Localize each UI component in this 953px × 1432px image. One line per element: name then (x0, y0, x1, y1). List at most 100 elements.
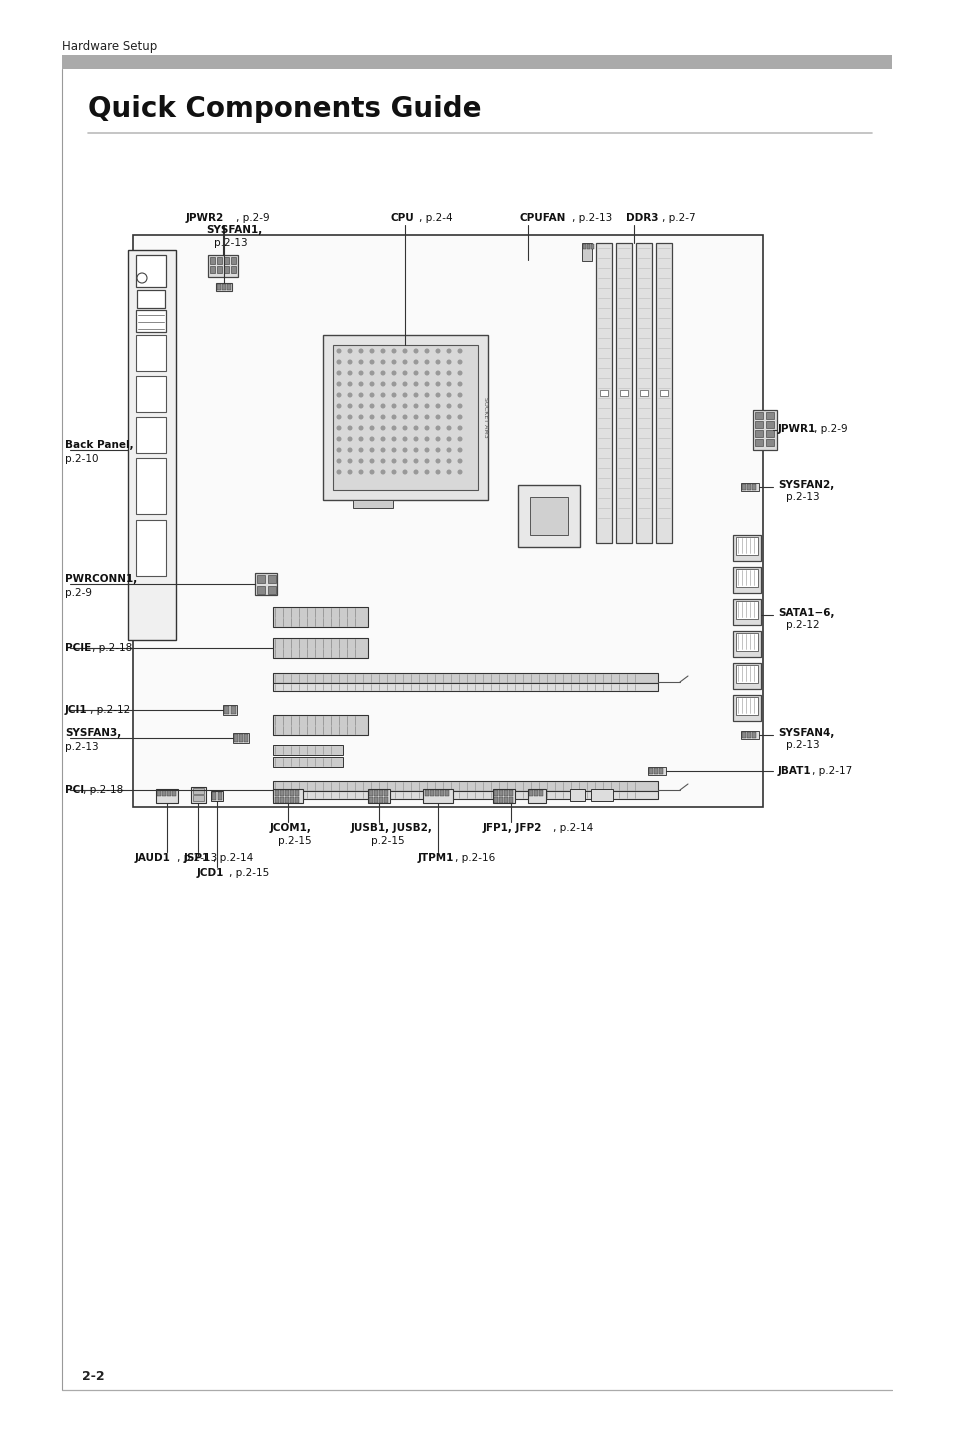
Text: , p.2-16: , p.2-16 (455, 853, 495, 863)
Circle shape (403, 415, 406, 418)
Circle shape (403, 394, 406, 397)
Bar (732, 663, 760, 689)
Circle shape (447, 371, 451, 375)
Circle shape (436, 448, 439, 453)
Bar (353, 500, 393, 508)
Circle shape (392, 371, 395, 375)
Bar (333, 345, 477, 490)
Bar (740, 483, 759, 491)
Bar (732, 567, 760, 593)
Circle shape (359, 404, 362, 408)
Circle shape (414, 460, 417, 463)
Bar (273, 715, 368, 735)
Circle shape (457, 437, 461, 441)
Bar (193, 788, 204, 793)
Circle shape (348, 382, 352, 385)
Bar (735, 633, 758, 652)
Text: p.2-13: p.2-13 (65, 742, 98, 752)
Text: , p.2-7: , p.2-7 (661, 213, 695, 223)
Bar (494, 790, 497, 796)
Bar (224, 706, 229, 715)
Text: JAUD1: JAUD1 (135, 853, 171, 863)
Circle shape (348, 470, 352, 474)
Bar (746, 732, 750, 737)
Circle shape (370, 437, 374, 441)
Circle shape (392, 448, 395, 453)
Circle shape (381, 470, 384, 474)
Circle shape (381, 394, 384, 397)
Text: , p.2-18: , p.2-18 (83, 785, 123, 795)
Circle shape (447, 470, 451, 474)
Circle shape (414, 427, 417, 430)
Circle shape (370, 427, 374, 430)
Circle shape (336, 460, 340, 463)
Bar (231, 706, 235, 715)
Circle shape (348, 448, 352, 453)
Bar (290, 798, 294, 803)
Bar (224, 256, 229, 263)
Circle shape (436, 470, 439, 474)
Circle shape (336, 349, 340, 352)
Bar (239, 735, 243, 742)
Bar (268, 586, 275, 594)
Circle shape (414, 349, 417, 352)
Bar (137, 291, 165, 308)
Bar (136, 335, 166, 371)
Bar (494, 798, 497, 803)
Circle shape (457, 470, 461, 474)
Circle shape (447, 415, 451, 418)
Bar (216, 256, 222, 263)
Circle shape (425, 394, 428, 397)
Text: , p.2-13: , p.2-13 (572, 213, 612, 223)
Text: JUSB1, JUSB2,: JUSB1, JUSB2, (351, 823, 433, 833)
Bar (216, 284, 221, 291)
Circle shape (359, 470, 362, 474)
Text: JTPM1: JTPM1 (417, 853, 454, 863)
Circle shape (348, 460, 352, 463)
Bar (741, 732, 745, 737)
Circle shape (336, 427, 340, 430)
Circle shape (359, 371, 362, 375)
Circle shape (336, 470, 340, 474)
Bar (368, 789, 390, 803)
Circle shape (392, 460, 395, 463)
Circle shape (403, 371, 406, 375)
Circle shape (457, 448, 461, 453)
Bar (599, 390, 607, 397)
Bar (274, 798, 278, 803)
Bar (654, 768, 658, 775)
Circle shape (370, 448, 374, 453)
Bar (223, 705, 236, 715)
Bar (273, 639, 368, 657)
Bar (765, 430, 773, 437)
Circle shape (414, 361, 417, 364)
Bar (765, 440, 773, 445)
Circle shape (336, 404, 340, 408)
Text: p.2-15: p.2-15 (371, 836, 404, 846)
Bar (378, 798, 382, 803)
Text: PCIE: PCIE (65, 643, 91, 653)
Bar (136, 520, 166, 576)
Circle shape (447, 394, 451, 397)
Circle shape (359, 448, 362, 453)
Bar (735, 664, 758, 683)
Bar (273, 758, 343, 768)
Bar (191, 788, 206, 803)
Circle shape (348, 349, 352, 352)
Bar (167, 790, 171, 796)
Circle shape (348, 437, 352, 441)
Bar (156, 789, 178, 803)
Circle shape (447, 404, 451, 408)
Bar (752, 410, 776, 450)
Circle shape (381, 371, 384, 375)
Circle shape (436, 415, 439, 418)
Bar (254, 573, 276, 596)
Circle shape (381, 427, 384, 430)
Text: , p.2-17: , p.2-17 (811, 766, 851, 776)
Text: p.2-10: p.2-10 (65, 454, 98, 464)
Text: JCD1: JCD1 (196, 868, 224, 878)
Text: Back Panel,: Back Panel, (65, 440, 133, 450)
Bar (746, 484, 750, 490)
Circle shape (447, 460, 451, 463)
Bar (503, 790, 507, 796)
